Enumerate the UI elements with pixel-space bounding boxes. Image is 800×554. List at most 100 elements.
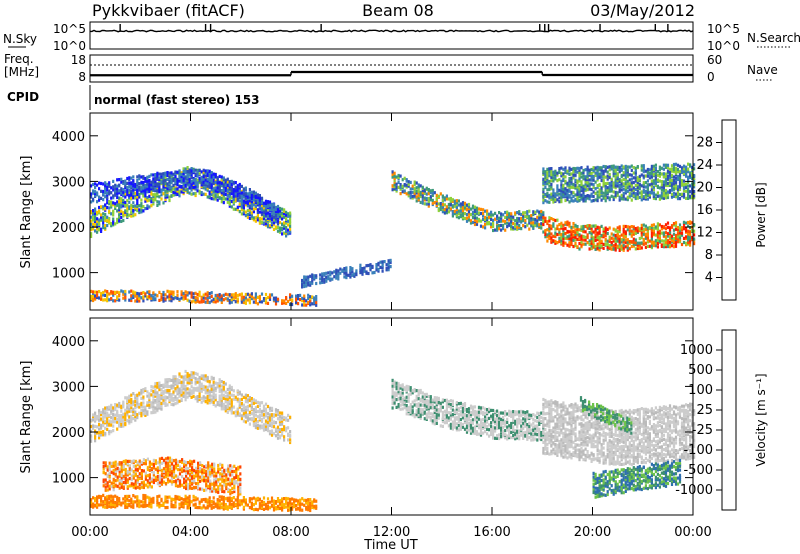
echo-cell — [486, 209, 489, 213]
echo-cell — [584, 199, 587, 203]
echo-cell — [590, 178, 593, 182]
echo-cell — [598, 231, 601, 235]
echo-cell — [108, 405, 111, 409]
echo-cell — [512, 215, 515, 219]
echo-cell — [168, 195, 171, 199]
echo-cell — [650, 244, 653, 248]
echo-cell — [186, 175, 189, 180]
echo-cell — [110, 200, 113, 204]
echo-cell — [134, 396, 137, 400]
echo-cell — [640, 184, 643, 188]
echo-cell — [349, 275, 352, 279]
echo-cell — [622, 235, 625, 239]
echo-cell — [158, 385, 161, 389]
echo-cell — [648, 225, 651, 230]
echo-cell — [146, 503, 149, 508]
echo-cell — [672, 187, 676, 191]
echo-cell — [455, 199, 458, 203]
echo-cell — [546, 221, 549, 226]
echo-cell — [180, 501, 183, 505]
echo-cell — [224, 394, 227, 398]
echo-cell — [689, 239, 692, 243]
echo-cell — [108, 192, 111, 196]
echo-cell — [616, 181, 619, 185]
echo-cell — [106, 201, 109, 205]
echo-cell — [178, 399, 181, 403]
echo-cell — [682, 189, 686, 193]
echo-cell — [475, 206, 479, 210]
echo-cell — [114, 420, 117, 424]
echo-cell — [274, 225, 278, 229]
echo-cell — [441, 207, 444, 211]
echo-cell — [693, 176, 696, 180]
echo-cell — [568, 221, 571, 225]
echo-cell — [182, 384, 185, 388]
echo-cell — [220, 402, 223, 406]
echo-cell — [291, 298, 294, 302]
echo-cell — [668, 189, 672, 193]
echo-cell — [594, 198, 597, 202]
echo-cell — [102, 417, 105, 421]
echo-cell — [166, 171, 169, 175]
echo-cell — [636, 229, 639, 233]
echo-cell — [676, 227, 680, 231]
echo-cell — [188, 494, 191, 498]
echo-cell — [471, 204, 475, 208]
echo-cell — [459, 215, 462, 219]
echo-cell — [604, 234, 607, 238]
echo-cell — [582, 186, 585, 190]
echo-cell — [262, 426, 266, 430]
echo-cell — [232, 397, 235, 401]
echo-cell — [236, 407, 239, 411]
echo-cell — [222, 293, 225, 297]
echo-cell — [120, 417, 123, 421]
echo-cell — [136, 297, 139, 301]
echo-cell — [184, 390, 187, 394]
echo-cell — [676, 174, 680, 179]
echo-cell — [106, 299, 109, 303]
echo-cell — [102, 298, 105, 302]
echo-cell — [178, 173, 181, 178]
echo-cell — [128, 419, 131, 423]
echo-cell — [638, 243, 641, 247]
echo-cell — [156, 403, 159, 407]
echo-cell — [136, 175, 139, 179]
echo-cell — [313, 274, 316, 278]
echo-cell — [130, 409, 133, 413]
echo-cell — [666, 221, 670, 225]
echo-cell — [152, 298, 155, 302]
echo-cell — [90, 297, 93, 301]
echo-cell — [266, 426, 270, 430]
echo-cell — [216, 502, 219, 506]
echo-cell — [108, 413, 111, 417]
echo-cell — [144, 387, 147, 391]
echo-cell — [634, 192, 637, 196]
echo-cell — [132, 191, 135, 195]
echo-cell — [244, 396, 247, 400]
echo-cell — [166, 295, 169, 299]
echo-cell — [666, 181, 670, 185]
echo-cell — [106, 182, 109, 186]
echo-cell — [210, 183, 213, 187]
echo-cell — [278, 415, 282, 419]
echo-cell — [576, 195, 579, 199]
echo-cell — [220, 506, 223, 510]
echo-cell — [250, 190, 253, 194]
echo-cell — [682, 227, 686, 231]
echo-cell — [691, 171, 694, 176]
echo-cell — [90, 500, 93, 505]
echo-cell — [652, 181, 655, 185]
echo-cell — [158, 200, 161, 204]
echo-cell — [172, 293, 175, 297]
echo-cell — [144, 176, 147, 181]
echo-cell — [224, 382, 227, 386]
echo-cell — [612, 185, 615, 189]
echo-cell — [270, 217, 274, 221]
echo-cell — [122, 418, 125, 422]
echo-cell — [170, 502, 173, 506]
echo-cell — [178, 189, 181, 193]
echo-cell — [212, 397, 215, 401]
echo-cell — [590, 199, 593, 203]
echo-cell — [204, 506, 207, 510]
echo-cell — [496, 224, 499, 228]
